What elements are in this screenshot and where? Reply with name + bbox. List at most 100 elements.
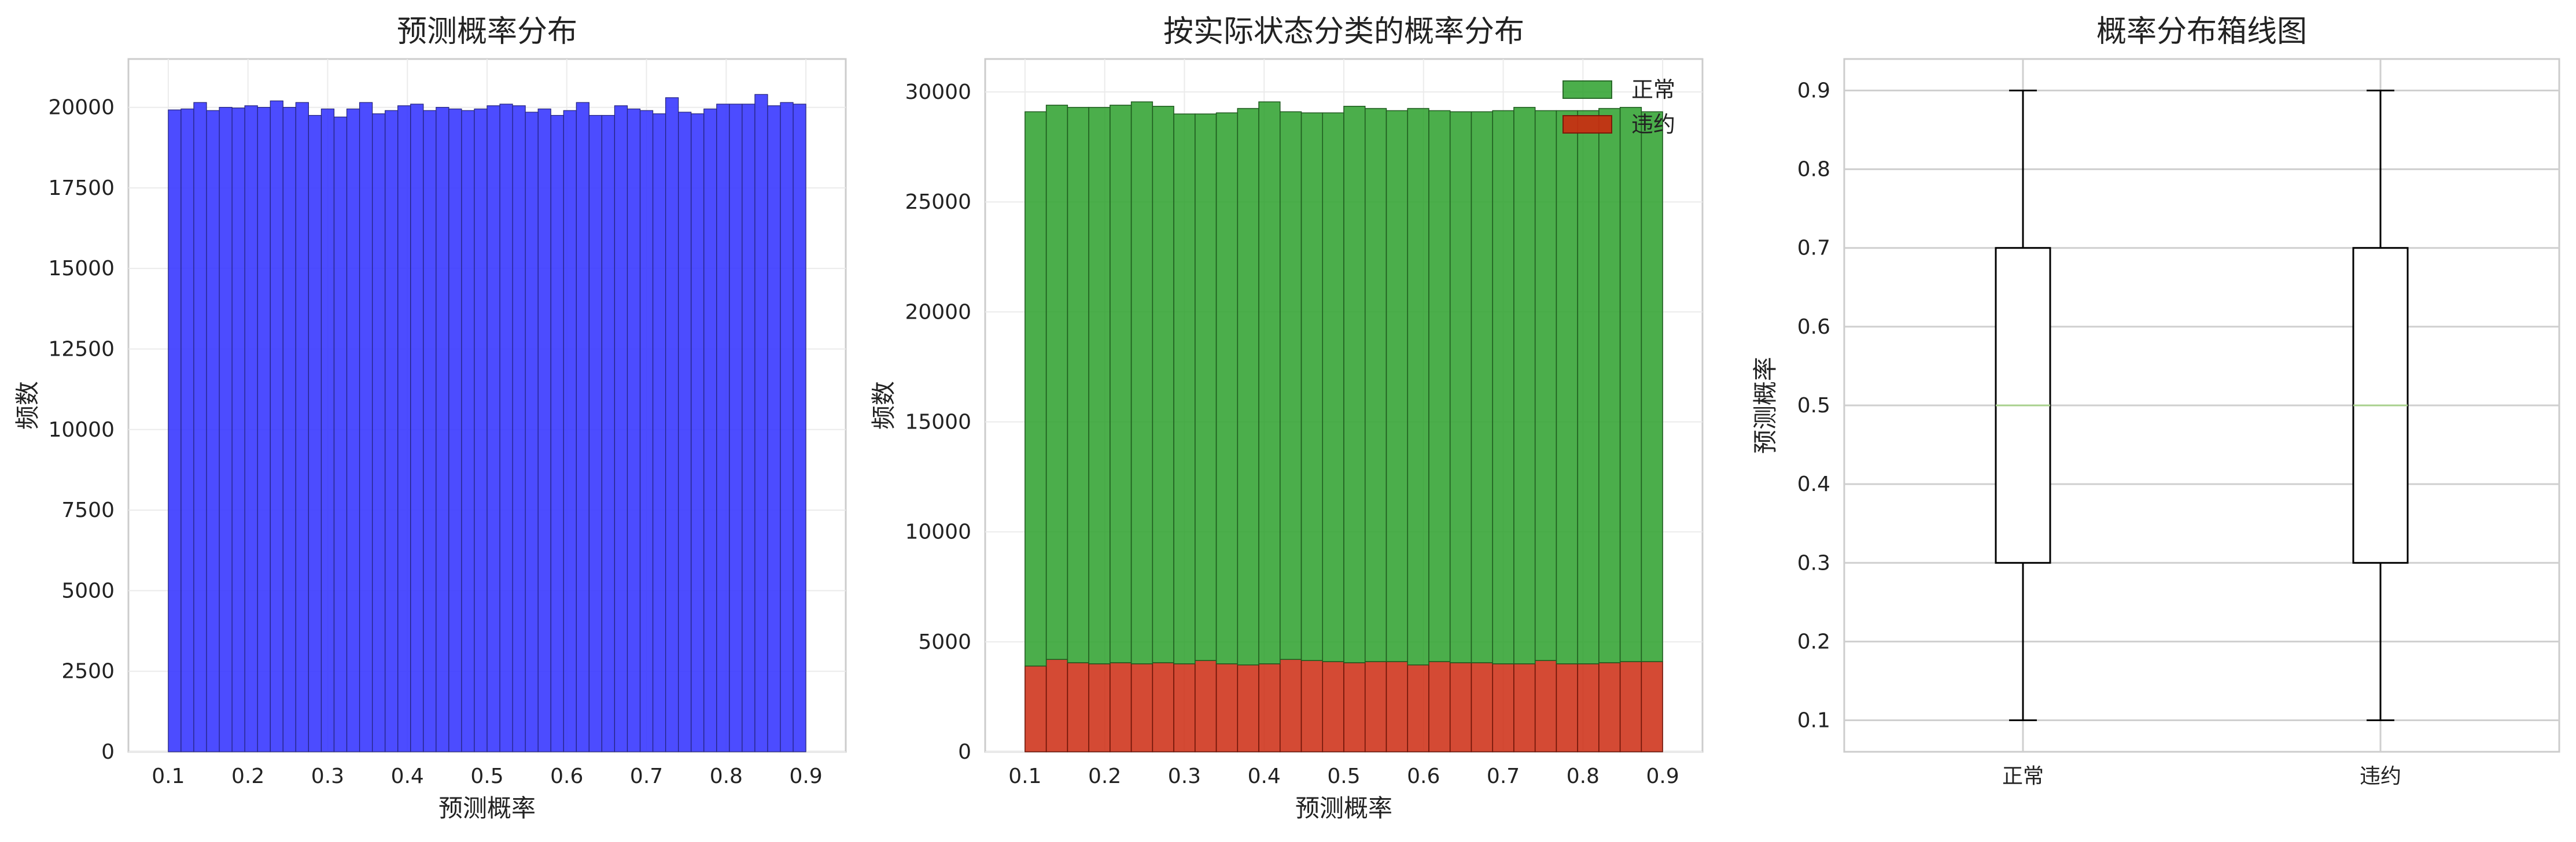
x-tick-label: 0.4 — [391, 765, 424, 788]
histogram-bar — [474, 108, 488, 752]
legend-swatch-normal — [1562, 80, 1612, 99]
y-tick-label: 0.1 — [1797, 709, 1830, 733]
y-tick-label: 5000 — [918, 630, 971, 654]
bar-normal — [1045, 105, 1068, 660]
histogram-bar — [423, 110, 437, 752]
y-tick-label: 17500 — [48, 176, 115, 200]
x-tick-label: 0.2 — [231, 765, 264, 788]
y-tick-label: 12500 — [48, 337, 115, 361]
histogram-bar — [550, 115, 564, 752]
y-tick-label: 10000 — [905, 520, 971, 544]
y-axis-label: 频数 — [13, 381, 42, 430]
chart-title: 按实际状态分类的概率分布 — [1163, 14, 1524, 49]
histogram-bar — [333, 116, 348, 752]
x-tick-label: 0.7 — [630, 765, 663, 788]
x-axis-label: 预测概率 — [1295, 794, 1392, 822]
bar-default — [1110, 662, 1132, 752]
y-tick-label: 15000 — [905, 411, 971, 434]
histogram-bar — [308, 115, 322, 752]
bar-default — [1322, 661, 1344, 752]
x-tick-label: 0.9 — [789, 765, 822, 788]
y-tick-label: 25000 — [905, 190, 971, 214]
bar-default — [1300, 660, 1324, 752]
histogram-bar — [793, 104, 806, 752]
histogram-bar — [767, 105, 781, 752]
bar-normal — [1364, 108, 1387, 662]
histogram-bar — [359, 102, 373, 752]
bar-default — [1449, 662, 1472, 752]
y-tick-labels: 0.1 0.2 0.3 0.4 0.5 0.6 0.7 0.8 0.9 — [1797, 79, 1830, 732]
bar-default — [1428, 661, 1451, 752]
x-tick-label: 0.3 — [311, 765, 344, 788]
bar-default — [1513, 663, 1536, 752]
bar-default — [1215, 663, 1239, 752]
histogram-bar — [385, 110, 399, 752]
y-tick-label: 10000 — [48, 418, 115, 442]
x-tick-label: 0.9 — [1646, 765, 1679, 788]
histogram-bar — [168, 109, 182, 752]
histogram-bar — [639, 110, 654, 752]
x-tick-label: 违约 — [2360, 765, 2401, 788]
bar-normal — [1641, 111, 1663, 662]
histogram-bar — [371, 113, 386, 752]
y-tick-labels: 0 2500 5000 7500 10000 12500 15000 17500 20000 — [48, 96, 115, 764]
bar-default — [1556, 663, 1578, 752]
bar-normal — [1556, 110, 1578, 664]
histogram-bar — [461, 110, 475, 752]
bar-normal — [1577, 110, 1600, 664]
bar-default — [1258, 663, 1281, 752]
chart-title: 概率分布箱线图 — [2096, 14, 2307, 49]
histogram-bar — [652, 113, 666, 752]
histogram-bar — [716, 104, 730, 752]
y-tick-label: 0.9 — [1797, 79, 1830, 102]
histogram-bar — [703, 108, 717, 752]
bar-normal — [1173, 113, 1196, 664]
x-tick-labels: 0.1 0.2 0.3 0.4 0.5 0.6 0.7 0.8 0.9 — [152, 765, 822, 788]
bar-default — [1067, 662, 1089, 752]
bar-normal — [1195, 113, 1217, 661]
histogram-bar — [614, 105, 628, 752]
y-tick-label: 7500 — [61, 498, 115, 522]
bar-normal — [1428, 110, 1451, 662]
y-tick-label: 2500 — [61, 660, 115, 684]
bar-default — [1024, 665, 1047, 752]
histogram-bar — [282, 106, 296, 752]
histogram-bar — [270, 100, 283, 752]
panel-probability-histogram: 预测概率分布 0.1 0.2 0.3 0.4 0.5 0.6 0.7 0.8 0.9 0 2500… — [13, 14, 847, 822]
histogram-bar — [346, 108, 360, 752]
legend-label-normal: 正常 — [1631, 77, 1675, 102]
x-tick-labels: 0.1 0.2 0.3 0.4 0.5 0.6 0.7 0.8 0.9 — [1008, 765, 1679, 788]
y-tick-label: 5000 — [61, 579, 115, 603]
boxplot-1 — [2352, 89, 2409, 722]
x-tick-label: 正常 — [2002, 765, 2044, 788]
histogram-bar — [436, 106, 449, 752]
histogram-bar — [295, 102, 309, 752]
x-tick-label: 0.3 — [1168, 765, 1201, 788]
histogram-bar — [576, 102, 589, 752]
bar-normal — [1343, 106, 1366, 663]
y-tick-label: 30000 — [905, 80, 971, 104]
y-tick-labels: 0 5000 10000 15000 20000 25000 30000 — [905, 80, 971, 764]
bar-default — [1088, 663, 1111, 752]
bar-default — [1237, 664, 1259, 752]
bar-normal — [1598, 108, 1621, 663]
bar-default — [1619, 661, 1642, 752]
bar-default — [1577, 663, 1600, 752]
y-tick-label: 0.3 — [1797, 551, 1830, 575]
histogram-bar — [537, 108, 551, 752]
y-axis-label: 频数 — [869, 381, 898, 430]
histogram-bar — [257, 106, 271, 752]
histogram-bar — [397, 105, 411, 752]
histogram-bar — [627, 108, 641, 752]
stacked-histogram-bars — [1024, 101, 1663, 752]
histogram-bar — [320, 108, 335, 752]
histogram-bar — [180, 108, 194, 752]
x-tick-label: 0.1 — [1008, 765, 1041, 788]
bar-normal — [1619, 106, 1642, 662]
bar-normal — [1067, 106, 1089, 663]
bar-default — [1173, 663, 1196, 752]
y-tick-label: 0.8 — [1797, 158, 1830, 182]
histogram-bar — [487, 105, 500, 752]
bar-default — [1534, 660, 1557, 752]
